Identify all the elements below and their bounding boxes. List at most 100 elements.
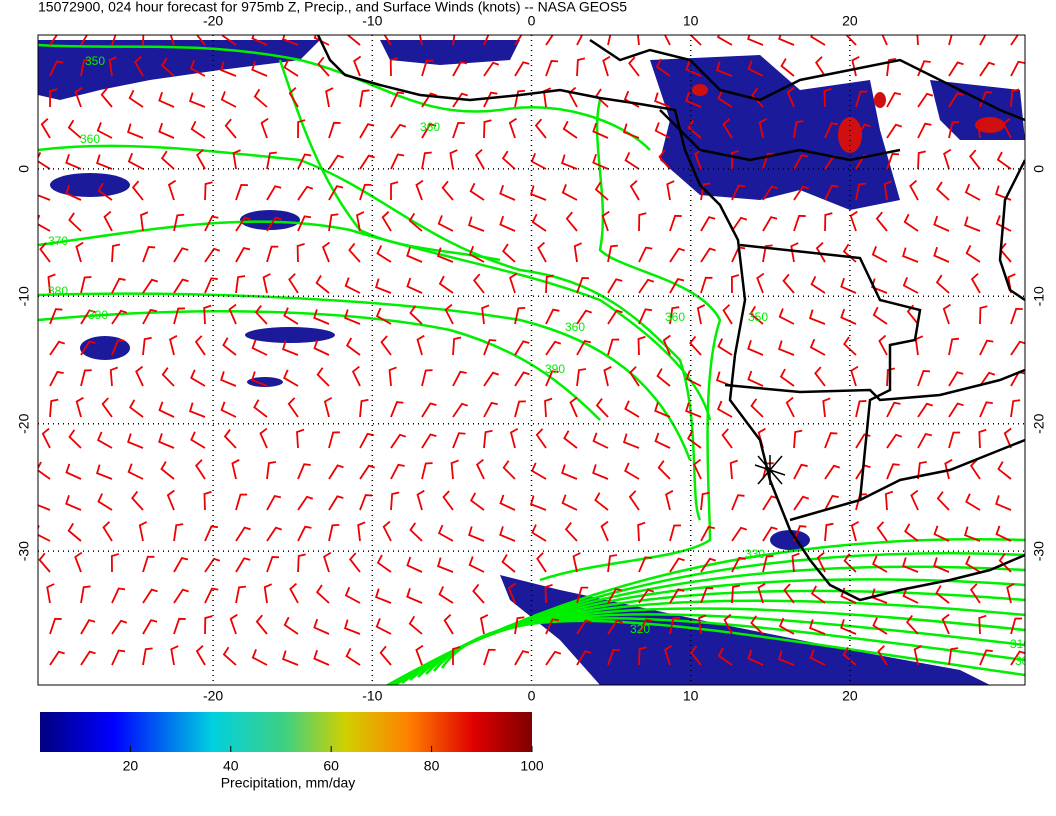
wind-barb [751,87,764,108]
wind-barb [316,584,330,604]
wind-barb [948,61,964,77]
wind-barb [997,461,1012,480]
border [859,438,1025,502]
wind-barb [127,463,144,480]
wind-barb [1010,88,1020,108]
wind-barb [128,89,144,108]
contour-label: 390 [545,362,565,376]
wind-barb [595,398,609,418]
wind-barb [452,402,469,418]
wind-barb [716,400,733,418]
wind-barb [731,526,748,542]
wind-barb [315,275,330,294]
wind-barb [998,553,1012,573]
precip-area [770,530,810,550]
wind-barb [220,371,237,387]
wind-barb [289,582,299,604]
wind-barb [607,554,618,573]
wind-barb [437,524,454,542]
wind-barb [685,370,702,387]
wind-barb [689,35,702,46]
wind-barb [158,401,175,418]
wind-barb [758,118,768,139]
contour-label: 320 [630,622,650,636]
precip-core [874,92,886,108]
contour-label: 360 [565,320,585,334]
wind-barb [1006,583,1015,604]
wind-barb [344,277,361,294]
wind-barb [814,366,826,387]
wind-barb [100,87,113,108]
wind-barb [851,56,860,77]
wind-barb [259,427,268,449]
wind-barb [376,245,392,263]
wind-barb [913,645,922,666]
wind-barb [842,243,857,263]
wind-barb [514,400,526,418]
wind-barb [49,340,66,356]
wind-barb [698,614,707,635]
wind-barb [266,216,282,232]
wind-barb [80,340,96,356]
wind-barb [508,117,517,139]
contour [539,99,722,582]
wind-barb [600,520,609,542]
wind-barb [502,243,516,263]
wind-barb [142,336,152,356]
wind-barb [729,459,739,480]
wind-barb [251,371,268,387]
wind-barb [421,402,437,418]
wind-barb [111,619,128,635]
grid [38,35,1025,685]
wind-barb [108,56,117,77]
wind-barb [850,365,859,387]
wind-barb [824,464,841,480]
wind-barb [49,35,58,46]
wind-barb [872,306,888,325]
wind-barb [355,211,365,232]
wind-barb [221,35,237,46]
wind-barb [283,307,299,325]
wind-barb [359,494,373,511]
wind-barb [80,309,96,325]
wind-barb [531,213,547,232]
lat-tick-label: -10 [16,286,32,306]
wind-barb [281,35,299,46]
wind-barb [534,118,547,139]
wind-barb [483,429,493,449]
wind-barb [442,490,454,511]
wind-barb [131,490,144,511]
wind-barb [96,122,113,139]
lat-tick-label: -20 [16,413,32,433]
wind-barb [328,213,339,232]
wind-barb [263,583,273,604]
wind-barb [623,90,640,108]
wind-barb [663,644,673,666]
wind-barb [669,247,685,263]
wind-barb [1010,60,1025,77]
wind-barb [349,552,361,573]
wind-barb [313,309,330,325]
wind-barb [390,463,405,480]
lon-tick-label: -10 [362,688,382,704]
wind-barb [964,216,981,232]
wind-barb [917,432,933,449]
wind-barb [948,35,953,46]
wind-barb [995,495,1012,511]
wind-barb [716,35,733,46]
wind-barb [700,587,714,604]
wind-barb [204,525,218,542]
wind-barb [323,551,332,573]
wind-barb [190,120,206,139]
wind-barb [173,213,185,232]
wind-barb [80,58,91,77]
wind-barb [793,120,804,139]
wind-barb [747,370,764,387]
wind-barb [562,120,578,139]
wind-barb [747,35,764,46]
wind-barb [418,35,423,46]
wind-barb [545,274,554,294]
wind-barb [39,242,51,263]
wind-barb [313,339,330,356]
wind-barb [287,397,299,418]
